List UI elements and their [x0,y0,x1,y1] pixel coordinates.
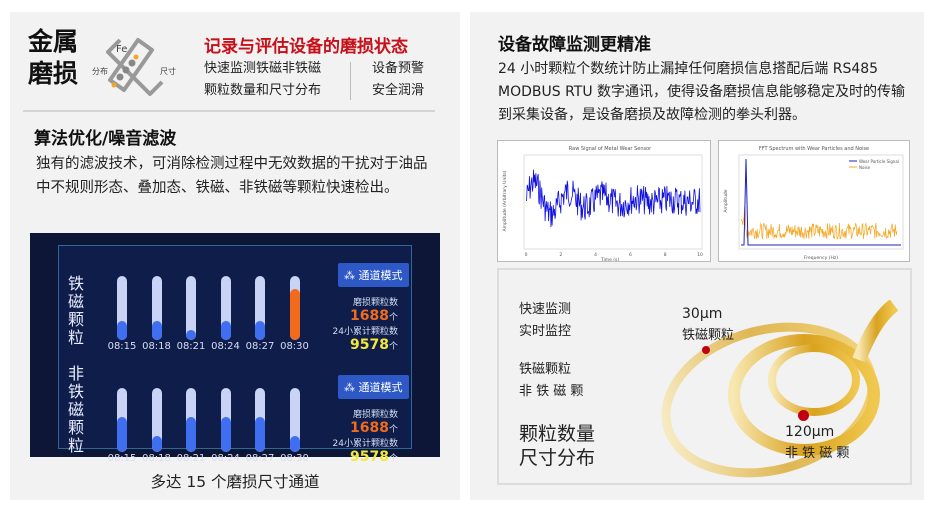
channel-bar [151,276,162,340]
signal-line [525,169,701,228]
x-tick-label: 10 [697,252,703,258]
noise-line [740,206,898,240]
time-label: 08:24 [211,341,240,352]
y-axis-label: Amplitude [723,189,729,212]
plot-area [738,154,904,250]
fft-spectrum-chart: FFT Spectrum with Wear Particles and Noi… [718,140,910,262]
channel-mode-button[interactable]: ⁂ 通道模式 [338,375,409,399]
channel-mode-button[interactable]: ⁂ 通道模式 [338,263,409,287]
legend-label: Noise [859,165,871,170]
feature-list-b: 设备预警 安全润滑 [372,61,425,98]
dashboard-image: 铁磁颗粒 08:15 08:18 08:21 08:24 08:27 08:30 ⁂ 通道模式… [30,233,440,465]
oil-swirl-icon [661,300,899,478]
channel-bar [117,388,127,452]
channel-bar [255,388,265,452]
time-label: 08:24 [211,453,240,464]
plot-area [523,154,703,250]
logo-right: 尺寸 [160,66,176,76]
marker-b [798,410,809,421]
legend-label: Wear Particle Signal [859,159,899,164]
x-tick-label: 4 [594,252,597,258]
time-label: 08:18 [142,341,171,352]
time-label: 08:30 [280,453,309,464]
channel-bar [151,388,162,452]
label-b: 非 铁 磁 颗 [785,446,850,461]
label-a: 铁磁颗粒 [682,328,735,343]
channel-bar [289,276,300,340]
channel-icon: ⁂ [344,381,359,394]
channel-bar [289,388,300,452]
channel-bar-fill [117,416,127,452]
channel-bar-fill [151,320,162,340]
section-body: 独有的滤波技术，可消除检测过程中无效数据的干扰对于油品中不规则形态、叠加态、铁磁… [36,156,428,196]
day-count: 9578 [350,449,389,465]
time-label: 08:15 [107,453,137,464]
size-a: 30μm [682,306,723,322]
time-label: 08:27 [245,341,275,352]
x-tick-label: 2 [559,252,562,258]
channel-bar [186,388,196,452]
chart-title: Raw Signal of Metal Wear Sensor [569,146,652,152]
wear-count: 1688 [350,308,389,324]
channel-bar-fill [186,416,196,452]
time-label: 08:21 [176,341,206,352]
group-label: 铁磁颗粒 [67,274,84,347]
oil-illustration: 快速监测 实时监控 铁磁颗粒 非 铁 磁 颗 颗粒数量 尺寸分布 30μm 铁磁… [497,268,912,485]
channel-bar [186,276,196,340]
x-axis-label: Frequency (Hz) [804,255,838,261]
y-axis-label: Amplitude (Arbitrary Units) [502,170,508,231]
group-label: 非铁磁颗粒 [67,364,84,455]
x-tick-label: 0 [525,252,528,258]
particle-stats: 磨损颗粒数 1688个 24小累计颗粒数 9578个 [332,298,398,353]
channel-bar-fill [289,288,300,340]
title-line2: 磨损 [28,59,79,88]
channel-bar-fill [255,320,265,340]
x-axis-label: Time (s) [600,257,620,261]
wear-signal-line [741,158,901,246]
divider [350,62,351,100]
title-line1: 金属 [28,27,79,56]
channel-bar-fill [220,320,231,340]
time-label: 08:18 [142,453,171,464]
channel-icon: ⁂ [344,269,359,282]
channel-bar [255,276,265,340]
channel-bar-fill [255,416,265,452]
right-title: 设备故障监测更精准 [498,35,651,55]
headline: 记录与评估设备的磨损状态 [204,37,408,57]
wear-logo-icon: Fe 分布 尺寸 [92,38,176,96]
x-tick-label: 8 [664,252,667,258]
caption: 多达 15 个磨损尺寸通道 [150,473,320,491]
time-label: 08:21 [176,453,206,464]
wear-count: 1688 [350,420,389,436]
channel-bar [117,276,127,340]
raw-signal-chart: Raw Signal of Metal Wear Sensor 0 2 4 6 8 10 Ti… [497,140,711,263]
right-body: 24 小时颗粒个数统计防止漏掉任何磨损信息搭配后端 RS485 MODBUS R… [498,61,906,123]
divider [23,110,435,112]
channel-bar-fill [289,436,300,452]
day-count: 9578 [350,337,389,353]
channel-bar-fill [220,416,231,452]
channel-bar [220,388,231,452]
x-tick-label: 6 [629,252,632,258]
chart-title: FFT Spectrum with Wear Particles and Noi… [759,146,869,152]
marker-a [702,346,710,354]
section-title: 算法优化/噪音滤波 [34,129,177,149]
logo-left: 分布 [92,66,108,76]
time-label: 08:27 [245,453,275,464]
feature-list-a: 快速监测铁磁非铁磁 颗粒数量和尺寸分布 [204,61,322,98]
channel-bar [220,276,231,340]
time-label: 08:15 [107,341,137,352]
particle-stats: 磨损颗粒数 1688个 24小累计颗粒数 9578个 [332,410,398,465]
channel-bar-fill [117,320,127,340]
size-b: 120μm [785,424,835,440]
channel-bar-fill [186,330,196,340]
channel-bar-fill [151,436,162,452]
logo-fe: Fe [116,44,127,55]
time-label: 08:30 [280,341,309,352]
